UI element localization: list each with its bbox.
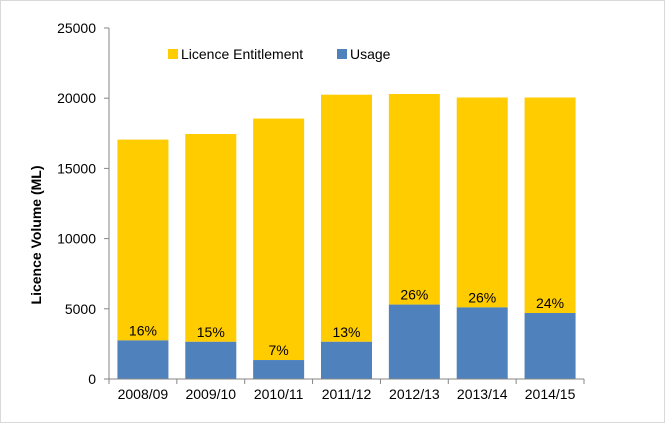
bar-licence-entitlement [524,97,576,314]
x-tick-label: 2014/15 [525,386,576,402]
legend-label-usage: Usage [350,46,391,62]
y-tick-label: 5000 [65,301,96,317]
bar-usage [321,341,372,379]
x-tick-label: 2011/12 [322,386,372,402]
legend-swatch-licence-entitlement [168,49,178,59]
y-axis-ticks: 0 5000 10000 15000 20000 25000 [57,20,109,387]
x-tick-label: 2013/14 [457,386,508,402]
legend: Licence Entitlement Usage [168,46,391,62]
x-tick-label: 2008/09 [118,386,169,402]
x-axis-ticks: 2008/09 2009/10 2010/11 2011/12 2012/13 2013/… [108,379,585,402]
data-label: 15% [197,324,225,340]
bar-usage [117,340,169,379]
bar-usage [253,360,305,379]
bars [117,93,576,379]
bar-usage [185,341,237,379]
bar-licence-entitlement [388,93,440,305]
y-tick-label: 10000 [57,231,96,247]
legend-swatch-usage [337,49,347,59]
y-tick-label: 25000 [57,20,96,36]
bar-licence-entitlement [117,139,169,341]
bar-licence-entitlement [321,94,372,342]
x-tick-label: 2010/11 [254,386,304,402]
data-label: 24% [536,295,564,311]
bar-licence-entitlement [253,118,305,361]
data-label: 26% [468,289,496,305]
x-tick-label: 2012/13 [389,386,440,402]
y-tick-label: 20000 [57,90,96,106]
data-label: 7% [269,342,289,358]
y-axis-label: Licence Volume (ML) [28,166,44,305]
legend-label-licence-entitlement: Licence Entitlement [181,46,303,62]
data-labels: 16% 15% 7% 13% 26% 26% 24% [129,287,564,358]
y-tick-label: 0 [88,371,96,387]
x-tick-label: 2009/10 [185,386,236,402]
data-label: 26% [400,287,428,303]
y-tick-label: 15000 [57,160,96,176]
data-label: 13% [332,324,360,340]
bar-usage [456,307,508,379]
bar-usage [524,313,576,379]
bar-licence-entitlement [456,97,508,308]
data-label: 16% [129,322,157,338]
bar-usage [388,304,440,379]
bar-licence-entitlement [185,134,237,342]
